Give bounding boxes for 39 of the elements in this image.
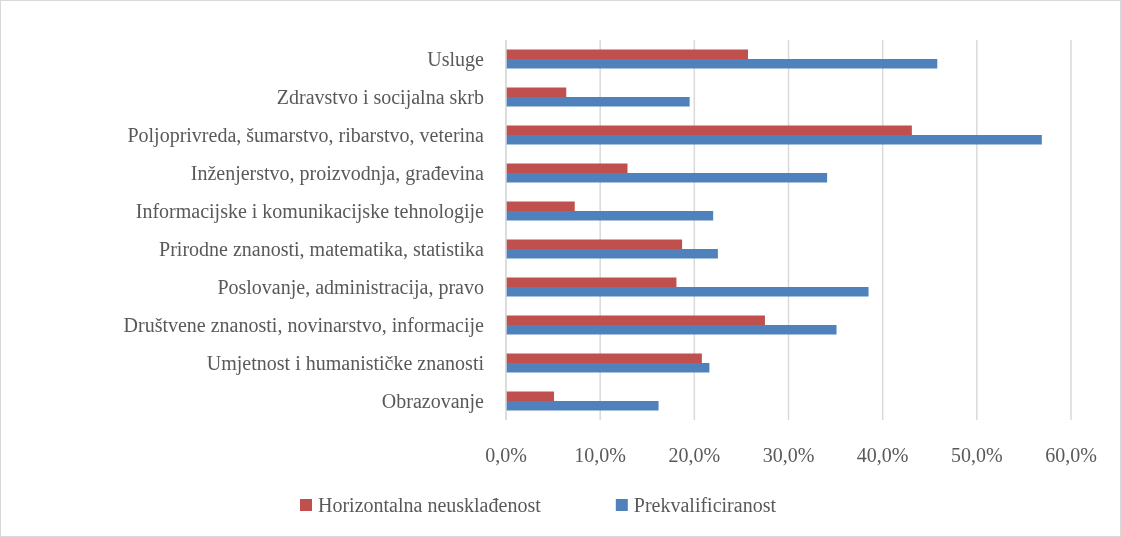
x-tick-label: 30,0% — [762, 444, 815, 466]
bar — [506, 87, 567, 97]
bar — [506, 239, 683, 249]
bar — [506, 401, 659, 411]
bar — [506, 135, 1042, 145]
bar — [506, 363, 710, 373]
x-tick-label: 20,0% — [668, 444, 721, 466]
bar — [506, 59, 938, 69]
y-tick-label: Umjetnost i humanističke znanosti — [206, 352, 485, 375]
legend-label: Horizontalna neusklađenost — [318, 494, 542, 516]
bar — [506, 249, 718, 259]
y-tick-label: Obrazovanje — [381, 390, 485, 413]
legend-label: Prekvalificiranost — [633, 494, 777, 516]
bar — [506, 173, 828, 183]
bar — [506, 315, 765, 325]
bar — [506, 49, 749, 59]
y-tick-label: Informacijske i komunikacijske tehnologije — [135, 200, 485, 223]
y-tick-label: Zdravstvo i socijalna skrb — [276, 86, 484, 109]
y-tick-label: Prirodne znanosti, matematika, statistika — [159, 238, 485, 260]
x-tick-label: 40,0% — [856, 444, 909, 466]
bar — [506, 353, 702, 363]
bar — [506, 97, 690, 107]
y-tick-label: Poljoprivreda, šumarstvo, ribarstvo, veterina — [127, 124, 485, 147]
bar — [506, 201, 575, 211]
bar — [506, 287, 869, 297]
bar — [506, 163, 628, 173]
x-tick-label: 60,0% — [1045, 444, 1097, 466]
y-tick-label: Poslovanje, administracija, pravo — [217, 276, 484, 299]
bar — [506, 325, 837, 335]
x-tick-label: 10,0% — [574, 444, 626, 466]
y-tick-label: Društvene znanosti, novinarstvo, informacije — [123, 314, 485, 337]
y-tick-label: Inženjerstvo, proizvodnja, građevina — [190, 162, 485, 185]
bar — [506, 125, 912, 135]
y-tick-label: Usluge — [427, 48, 485, 71]
bar — [506, 277, 677, 287]
x-tick-label: 0,0% — [485, 444, 527, 466]
x-tick-label: 50,0% — [951, 444, 1003, 466]
bar — [506, 391, 555, 401]
bar — [506, 211, 714, 221]
